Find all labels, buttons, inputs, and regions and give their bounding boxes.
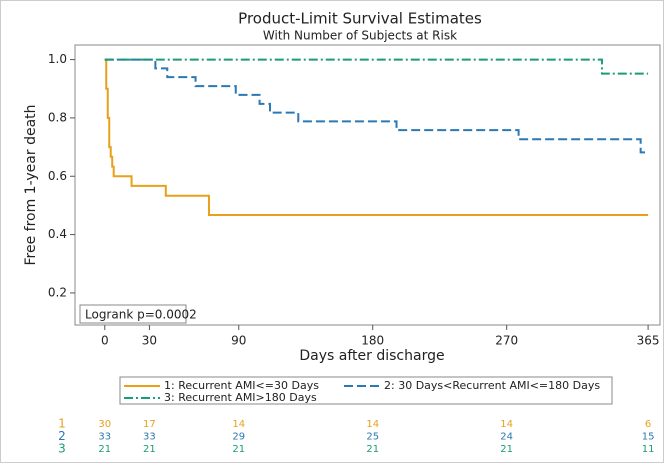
y-axis-label: Free from 1-year death	[23, 104, 39, 265]
y-tick-label: 0.4	[48, 227, 67, 241]
risk-count: 21	[98, 444, 111, 455]
risk-count: 6	[645, 419, 651, 430]
risk-count: 21	[143, 444, 156, 455]
annotation-box	[79, 304, 187, 324]
risk-count: 30	[98, 419, 111, 430]
risk-count: 15	[642, 432, 655, 443]
risk-count: 33	[98, 432, 111, 443]
legend-label: 3: Recurrent AMI>180 Days	[164, 391, 317, 404]
chart-title: Product-Limit Survival Estimates	[238, 10, 482, 28]
x-tick-label: 365	[637, 334, 660, 348]
x-tick-label: 30	[142, 334, 157, 348]
legend-label: 1: Recurrent AMI<=30 Days	[164, 379, 319, 392]
survival-line	[104, 58, 649, 75]
risk-count: 11	[642, 444, 655, 455]
risk-count: 14	[500, 419, 513, 430]
x-tick-label: 270	[495, 334, 518, 348]
y-tick-label: 0.2	[48, 285, 67, 299]
risk-row-label: 2	[58, 429, 66, 443]
risk-count: 14	[366, 419, 379, 430]
risk-count: 24	[500, 432, 513, 443]
x-tick-label: 90	[231, 334, 246, 348]
y-tick-label: 1.0	[48, 52, 67, 66]
risk-count: 29	[232, 432, 245, 443]
chart-subtitle: With Number of Subjects at Risk	[263, 29, 457, 43]
risk-row-label: 3	[58, 442, 66, 456]
legend-label: 2: 30 Days<Recurrent AMI<=180 Days	[384, 379, 600, 392]
risk-count: 33	[143, 432, 156, 443]
y-tick-label: 0.8	[48, 110, 67, 124]
risk-count: 21	[500, 444, 513, 455]
y-tick-label: 0.6	[48, 169, 67, 183]
risk-count: 17	[143, 419, 156, 430]
x-axis-label: Days after discharge	[299, 348, 444, 364]
x-tick-label: 180	[361, 334, 384, 348]
survival-line	[104, 58, 649, 154]
plot-area	[74, 44, 661, 326]
risk-count: 25	[366, 432, 379, 443]
risk-count: 14	[232, 419, 245, 430]
survival-line	[104, 58, 649, 217]
risk-count: 21	[366, 444, 379, 455]
annotation: Logrank p=0.0002	[85, 308, 197, 322]
x-tick-label: 0	[101, 334, 109, 348]
risk-row-label: 1	[58, 417, 66, 431]
risk-count: 21	[232, 444, 245, 455]
legend-box	[119, 376, 613, 405]
